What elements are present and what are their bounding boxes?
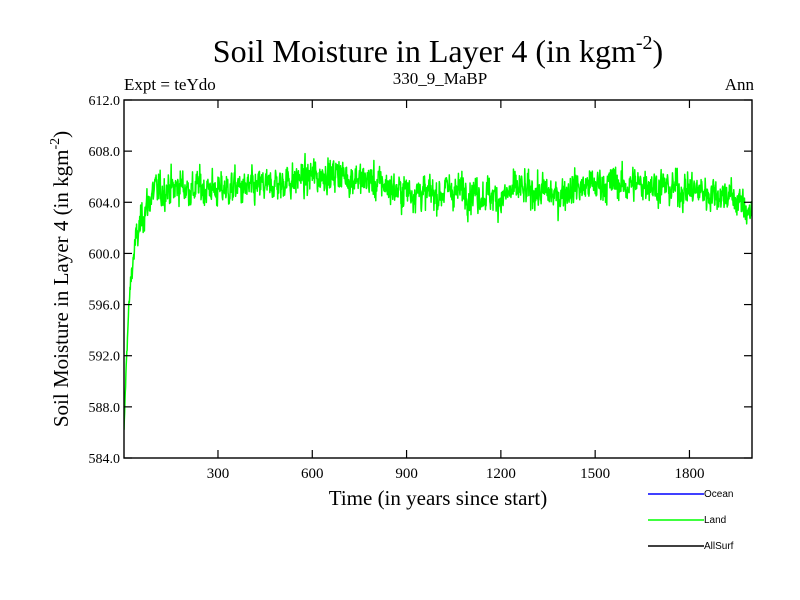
x-tick-label: 300 xyxy=(207,466,230,482)
x-tick-label: 900 xyxy=(395,466,418,482)
series-land-line xyxy=(124,152,752,430)
y-tick-label: 584.0 xyxy=(89,452,121,467)
y-tick-label: 592.0 xyxy=(89,350,121,365)
x-tick-label: 1500 xyxy=(580,466,610,482)
y-tick-label: 600.0 xyxy=(89,247,121,262)
legend-land-label: Land xyxy=(704,515,726,526)
y-tick-label: 596.0 xyxy=(89,299,121,314)
chart-title: Soil Moisture in Layer 4 (in kgm-2) xyxy=(213,32,663,69)
x-axis-ticks: 300 600 900 1200 1500 1800 xyxy=(207,100,704,482)
y-tick-label: 612.0 xyxy=(89,94,121,109)
legend-allsurf-label: AllSurf xyxy=(704,541,734,552)
x-tick-label: 1800 xyxy=(674,466,704,482)
legend-ocean-label: Ocean xyxy=(704,489,733,500)
y-axis-ticks: 584.0 588.0 592.0 596.0 600.0 604.0 608.0 612.0 xyxy=(89,94,752,467)
season-label: Ann xyxy=(725,75,755,94)
legend: Ocean Land AllSurf xyxy=(648,489,734,552)
plot-frame xyxy=(123,99,753,459)
y-tick-label: 604.0 xyxy=(89,196,121,211)
plot-area xyxy=(124,152,752,430)
y-tick-label: 588.0 xyxy=(89,401,121,416)
x-axis-label: Time (in years since start) xyxy=(329,486,548,510)
x-tick-label: 1200 xyxy=(486,466,516,482)
y-tick-label: 608.0 xyxy=(89,145,121,160)
experiment-label: Expt = teYdo xyxy=(124,75,216,94)
period-label: 330_9_MaBP xyxy=(393,69,487,88)
x-tick-label: 600 xyxy=(301,466,324,482)
y-axis-label: Soil Moisture in Layer 4 (in kgm-2) xyxy=(48,131,73,427)
